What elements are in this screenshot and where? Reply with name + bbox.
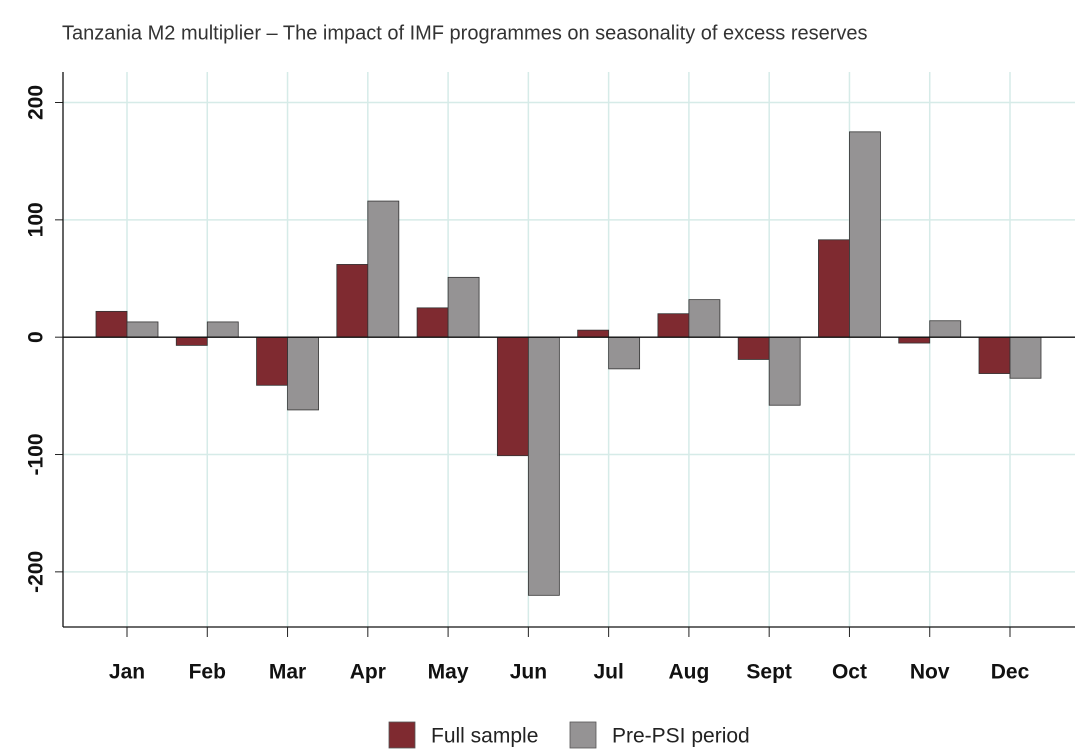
x-tick-label: Jul bbox=[593, 661, 623, 684]
bar bbox=[577, 329, 610, 338]
bar bbox=[737, 336, 770, 360]
chart-title: Tanzania M2 multiplier – The impact of I… bbox=[62, 22, 868, 44]
x-tick-label: Sept bbox=[746, 661, 792, 684]
bar bbox=[688, 299, 721, 338]
bar bbox=[175, 336, 208, 346]
x-tick-label: Nov bbox=[910, 661, 950, 684]
x-tick-label: Jan bbox=[109, 661, 145, 684]
y-tick-label: -100 bbox=[25, 434, 48, 476]
x-tick-label: Oct bbox=[832, 661, 867, 684]
bar bbox=[768, 336, 801, 406]
bar bbox=[898, 336, 931, 344]
bar bbox=[978, 336, 1011, 374]
x-tick-label: Jun bbox=[510, 661, 547, 684]
y-tick-label: -200 bbox=[25, 551, 48, 593]
bar bbox=[849, 131, 881, 338]
bar bbox=[496, 336, 529, 457]
y-tick-label: 100 bbox=[25, 202, 48, 237]
x-tick-label: Apr bbox=[350, 661, 386, 684]
bar bbox=[929, 320, 962, 338]
x-tick-label: Feb bbox=[189, 661, 226, 684]
bar bbox=[818, 239, 850, 338]
legend-label: Pre-PSI period bbox=[612, 725, 750, 748]
x-tick-label: May bbox=[428, 661, 469, 684]
legend-label: Full sample bbox=[431, 725, 538, 748]
x-tick-label: Mar bbox=[269, 661, 306, 684]
bar bbox=[447, 276, 480, 338]
bar bbox=[367, 200, 400, 338]
bar bbox=[608, 336, 641, 370]
legend-swatch bbox=[388, 721, 416, 749]
bar bbox=[336, 264, 369, 338]
bar bbox=[126, 321, 159, 338]
x-tick-label: Dec bbox=[991, 661, 1030, 684]
bar bbox=[527, 336, 560, 596]
bar bbox=[1009, 336, 1042, 379]
bar bbox=[657, 313, 690, 338]
bar bbox=[287, 336, 319, 411]
bar bbox=[416, 307, 449, 338]
legend-swatch bbox=[569, 721, 597, 749]
bar bbox=[206, 321, 239, 338]
x-tick-label: Aug bbox=[668, 661, 709, 684]
y-tick-label: 200 bbox=[25, 85, 48, 120]
bar bbox=[256, 336, 288, 386]
y-tick-label: 0 bbox=[25, 331, 48, 343]
bar bbox=[95, 310, 128, 338]
